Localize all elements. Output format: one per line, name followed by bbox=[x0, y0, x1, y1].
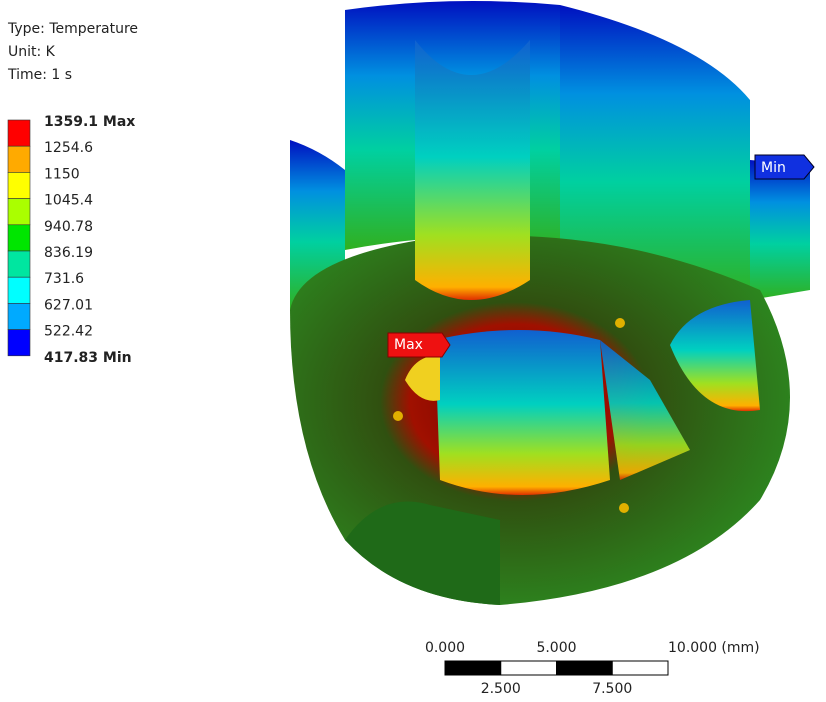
scale-label: 10.000 (mm) bbox=[668, 640, 760, 656]
legend-swatch bbox=[7, 303, 31, 330]
legend-swatch bbox=[7, 119, 31, 147]
result-time: Time: 1 s bbox=[7, 67, 72, 83]
legend-swatch bbox=[7, 172, 31, 199]
scale-label: 5.000 bbox=[536, 640, 576, 656]
legend-label: 522.42 bbox=[44, 324, 93, 340]
legend-label: 731.6 bbox=[44, 271, 84, 287]
result-unit: Unit: K bbox=[8, 44, 56, 60]
legend-swatch bbox=[7, 250, 31, 278]
min-label: Min bbox=[761, 160, 786, 176]
scale-segment bbox=[556, 660, 613, 676]
scale-segment bbox=[500, 660, 557, 676]
legend-label: 1150 bbox=[44, 166, 80, 182]
scale-segment bbox=[444, 660, 502, 676]
legend-swatch bbox=[7, 276, 31, 304]
legend-swatch bbox=[7, 329, 31, 357]
legend-swatch bbox=[7, 198, 31, 226]
legend-swatch bbox=[7, 145, 31, 173]
legend-label: 1359.1 Max bbox=[44, 114, 135, 130]
result-type: Type: Temperature bbox=[7, 21, 138, 37]
legend-label: 1045.4 bbox=[44, 193, 93, 209]
legend-label: 940.78 bbox=[44, 219, 93, 235]
model bbox=[290, 1, 810, 606]
legend-label: 836.19 bbox=[44, 245, 93, 261]
min-probe: Min bbox=[754, 154, 815, 180]
legend-label: 627.01 bbox=[44, 297, 93, 313]
scale-label: 7.500 bbox=[592, 681, 632, 697]
scale-label: 0.000 bbox=[425, 640, 465, 656]
legend: 1359.1 Max 1254.6 1150 1045.4 940.78 836.19 73… bbox=[7, 114, 135, 366]
scale-segment bbox=[611, 660, 669, 676]
legend-swatch bbox=[7, 224, 31, 252]
max-label: Max bbox=[394, 337, 423, 353]
max-probe: Max bbox=[387, 332, 451, 358]
legend-label: 1254.6 bbox=[44, 140, 93, 156]
legend-label: 417.83 Min bbox=[44, 350, 132, 366]
scale-label: 2.500 bbox=[481, 681, 521, 697]
scale-bar: 0.000 5.000 10.000 (mm) 2.500 7.500 bbox=[425, 640, 760, 697]
